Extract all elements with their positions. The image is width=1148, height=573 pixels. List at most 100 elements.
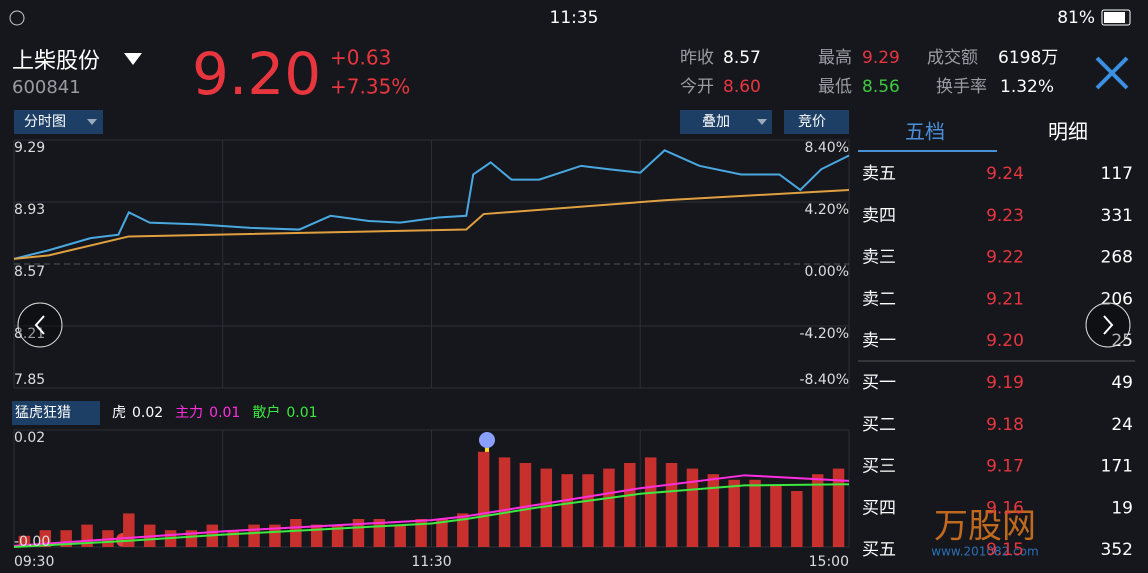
stat-label: 最高 <box>818 48 852 68</box>
level-volume: 331 <box>1101 206 1133 226</box>
legend-value: 0.02 <box>132 405 163 421</box>
price-line <box>13 149 850 260</box>
close-button[interactable] <box>1095 56 1129 90</box>
level-volume: 268 <box>1101 248 1133 268</box>
level-label: 买五 <box>862 540 896 560</box>
bar <box>791 491 803 547</box>
view-label[interactable]: 分时图 <box>24 114 66 130</box>
indicator-title[interactable]: 猛虎狂猎 <box>15 405 71 421</box>
y2-tick-label: 4.20% <box>805 202 849 218</box>
level-label: 卖五 <box>862 164 896 184</box>
bar <box>519 463 532 547</box>
legend-value: 0.01 <box>209 405 240 421</box>
level-volume: 49 <box>1111 373 1133 393</box>
change-pct: +7.35% <box>330 75 410 99</box>
bar <box>540 468 553 547</box>
level-volume: 171 <box>1101 457 1133 477</box>
battery-level: 81% <box>1057 8 1095 28</box>
legend-name: 散户 <box>252 404 280 421</box>
prev-button[interactable] <box>17 302 63 348</box>
dropdown-arrow[interactable] <box>124 53 142 65</box>
stat-value: 6198万 <box>998 48 1058 68</box>
bar <box>290 519 302 547</box>
y-tick-label: 0.02 <box>14 430 45 446</box>
level-label: 买三 <box>862 457 896 477</box>
indicator-button[interactable] <box>12 401 100 425</box>
bar <box>123 513 135 547</box>
bar <box>749 479 761 547</box>
level-volume: 206 <box>1101 289 1133 309</box>
level-volume: 352 <box>1101 540 1133 560</box>
level-price: 9.22 <box>986 248 1024 268</box>
bar <box>415 519 427 547</box>
view-button[interactable] <box>14 110 103 134</box>
stat-value: 1.32% <box>1000 77 1054 97</box>
level-volume: 117 <box>1101 164 1133 184</box>
bar <box>310 524 323 547</box>
stat-value: 8.57 <box>723 48 761 68</box>
bar <box>728 479 740 547</box>
signal-icon <box>479 432 495 448</box>
x-tick-label: 15:00 <box>809 554 849 570</box>
bar <box>352 519 365 547</box>
bar <box>686 468 699 547</box>
overlay-button[interactable] <box>680 110 772 134</box>
level-price: 9.19 <box>986 373 1024 393</box>
bar <box>185 530 198 547</box>
watermark: 万股网 <box>934 507 1036 547</box>
level-label: 买四 <box>862 498 896 518</box>
bar <box>331 524 344 547</box>
bar <box>707 474 720 547</box>
level-label: 卖三 <box>862 248 896 268</box>
stat-label: 换手率 <box>936 77 987 97</box>
y-tick-label: 7.85 <box>14 372 45 388</box>
stat-value: 9.29 <box>862 48 900 68</box>
tab-underline <box>858 150 997 152</box>
status-time: 11:35 <box>550 8 599 28</box>
bar <box>436 519 448 547</box>
price-line <box>13 188 850 260</box>
legend-value: 0.01 <box>286 405 317 421</box>
price-line <box>13 483 850 548</box>
y-tick-label: -0.00 <box>14 534 50 550</box>
x-tick-label: 11:30 <box>411 554 451 570</box>
level-label: 卖二 <box>862 289 896 309</box>
level-label: 卖一 <box>862 331 896 351</box>
tab[interactable]: 明细 <box>1048 120 1088 144</box>
y2-tick-label: 8.40% <box>805 140 849 156</box>
stat-label: 最低 <box>818 77 852 97</box>
bar <box>770 485 782 547</box>
stock-code: 600841 <box>12 77 81 98</box>
bar <box>498 457 511 547</box>
auction-label[interactable]: 竞价 <box>798 113 826 130</box>
y-tick-label: 9.29 <box>14 140 45 156</box>
bar <box>561 474 573 547</box>
level-volume: 19 <box>1111 498 1133 518</box>
bar <box>477 451 490 547</box>
stock-name[interactable]: 上柴股份 <box>12 49 100 74</box>
bar <box>394 524 406 547</box>
bar <box>624 463 636 547</box>
level-price: 9.21 <box>986 289 1024 309</box>
auction-button[interactable] <box>784 110 849 134</box>
bar <box>373 519 386 547</box>
bar <box>227 530 239 547</box>
level-price: 9.16 <box>986 498 1024 518</box>
legend-name: 主力 <box>175 405 203 421</box>
next-button[interactable] <box>1085 302 1131 348</box>
overlay-label[interactable]: 叠加 <box>702 114 730 130</box>
price: 9.20 <box>192 40 321 108</box>
level-price: 9.24 <box>986 164 1024 184</box>
dropdown-arrow <box>87 119 97 125</box>
stat-value: 8.56 <box>862 77 900 97</box>
tab[interactable]: 五档 <box>905 120 945 144</box>
stat-label: 今开 <box>680 77 714 97</box>
level-label: 卖四 <box>862 206 896 226</box>
level-label: 买二 <box>862 415 896 435</box>
y2-tick-label: -8.40% <box>799 372 849 388</box>
bar <box>644 457 657 547</box>
bar <box>582 474 594 547</box>
